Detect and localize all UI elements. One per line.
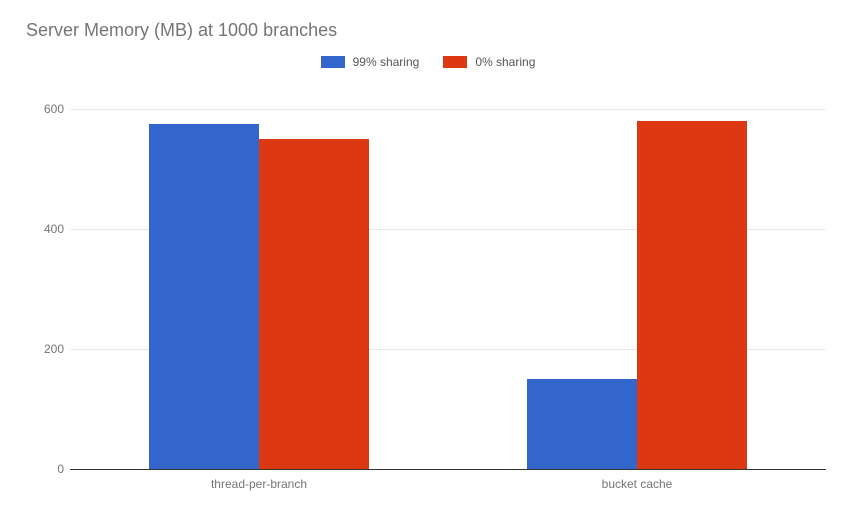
ytick-200: 200 xyxy=(30,342,64,356)
group-0 xyxy=(70,79,448,469)
legend-swatch-0 xyxy=(321,56,345,68)
chart-title: Server Memory (MB) at 1000 branches xyxy=(26,20,836,41)
chart-container: Server Memory (MB) at 1000 branches 99% … xyxy=(0,0,856,530)
ytick-600: 600 xyxy=(30,102,64,116)
bar-g0-s1 xyxy=(259,139,369,469)
group-1 xyxy=(448,79,826,469)
ytick-0: 0 xyxy=(30,462,64,476)
ytick-400: 400 xyxy=(30,222,64,236)
legend-item-0: 99% sharing xyxy=(321,55,420,69)
legend-item-1: 0% sharing xyxy=(443,55,535,69)
legend-swatch-1 xyxy=(443,56,467,68)
xlabel-1: bucket cache xyxy=(448,469,826,491)
xlabel-0: thread-per-branch xyxy=(70,469,448,491)
bars-group-1 xyxy=(448,79,826,469)
plot-area: 600 400 200 0 xyxy=(70,79,826,469)
x-axis-labels: thread-per-branch bucket cache xyxy=(70,469,826,491)
bar-g0-s0 xyxy=(149,124,259,469)
bar-g1-s0 xyxy=(527,379,637,469)
bar-groups xyxy=(70,79,826,469)
legend-label-0: 99% sharing xyxy=(353,55,420,69)
gridline-0 xyxy=(70,469,826,470)
legend-label-1: 0% sharing xyxy=(475,55,535,69)
chart-legend: 99% sharing 0% sharing xyxy=(20,55,836,69)
bars-group-0 xyxy=(70,79,448,469)
bar-g1-s1 xyxy=(637,121,747,469)
